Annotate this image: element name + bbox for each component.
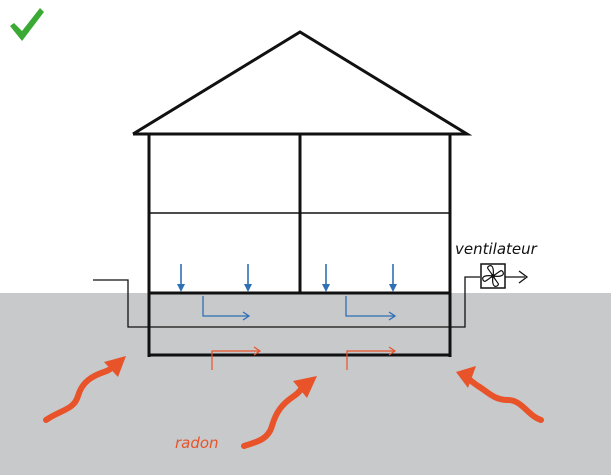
ventilation-duct (93, 276, 480, 328)
air-flow-arrows-duct (202, 296, 397, 321)
radon-wavy-arrow-right (456, 366, 544, 423)
radon-wavy-arrow-center (241, 376, 317, 449)
radon-flow-arrows (211, 346, 397, 370)
fan-icon (480, 263, 506, 289)
check-mark-icon (10, 8, 44, 41)
air-flow-arrows-down (177, 264, 397, 292)
radon-wavy-arrow-left (43, 356, 126, 423)
fan-label: ventilateur (455, 240, 538, 258)
roof (132, 30, 473, 136)
fan-outlet-arrowhead (518, 270, 529, 284)
radon-label: radon (175, 434, 219, 452)
